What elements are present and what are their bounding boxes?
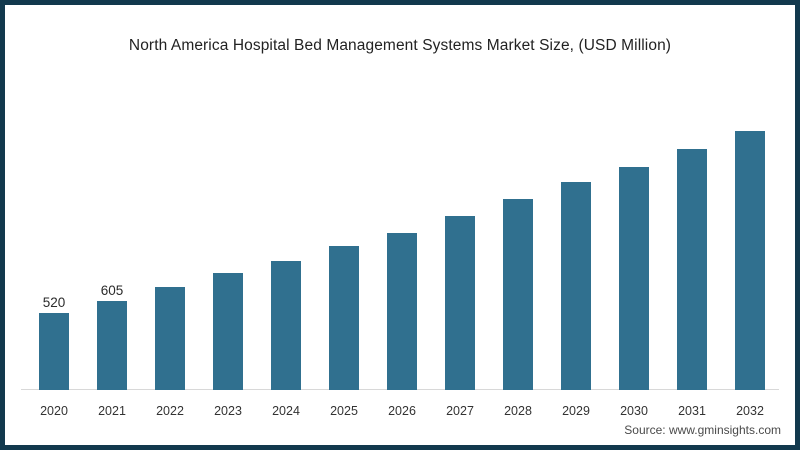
x-tick-2029: 2029 — [562, 404, 590, 418]
bar-2027 — [445, 216, 475, 390]
bar-column-2021: 605 — [83, 282, 141, 390]
x-tick-2028: 2028 — [504, 404, 532, 418]
x-tick-2027: 2027 — [446, 404, 474, 418]
bar-column-2022 — [141, 287, 199, 390]
bar-2020 — [39, 313, 69, 390]
bar-column-2030 — [605, 167, 663, 390]
bar-column-2029 — [547, 182, 605, 390]
chart-title: North America Hospital Bed Management Sy… — [128, 37, 672, 54]
bar-column-2032 — [721, 131, 779, 390]
x-tick-2026: 2026 — [388, 404, 416, 418]
x-tick-2030: 2030 — [620, 404, 648, 418]
x-tick-2024: 2024 — [272, 404, 300, 418]
bar-column-2024 — [257, 261, 315, 390]
bar-column-2031 — [663, 149, 721, 390]
bar-2032 — [735, 131, 765, 390]
x-tick-2021: 2021 — [98, 404, 126, 418]
bar-2031 — [677, 149, 707, 390]
bar-column-2026 — [373, 233, 431, 390]
x-tick-2020: 2020 — [40, 404, 68, 418]
bars-row: 520 605 — [25, 90, 779, 390]
x-tick-2022: 2022 — [156, 404, 184, 418]
bar-2025 — [329, 246, 359, 390]
source-credit: Source: www.gminsights.com — [620, 422, 785, 438]
bar-2021 — [97, 301, 127, 390]
x-ticks-row: 2020 2021 2022 2023 2024 2025 2026 2027 2028 2029… — [25, 404, 779, 418]
x-tick-2032: 2032 — [736, 404, 764, 418]
bar-2029 — [561, 182, 591, 390]
bar-column-2028 — [489, 199, 547, 390]
bar-2024 — [271, 261, 301, 390]
x-tick-2025: 2025 — [330, 404, 358, 418]
x-tick-2031: 2031 — [678, 404, 706, 418]
bar-2030 — [619, 167, 649, 390]
bar-column-2027 — [431, 216, 489, 390]
bar-column-2020: 520 — [25, 294, 83, 390]
x-tick-2023: 2023 — [214, 404, 242, 418]
value-label-2021: 605 — [100, 282, 124, 298]
bar-2023 — [213, 273, 243, 390]
bar-2028 — [503, 199, 533, 390]
value-label-2020: 520 — [42, 294, 66, 310]
bar-column-2025 — [315, 246, 373, 390]
bar-2026 — [387, 233, 417, 390]
bar-column-2023 — [199, 273, 257, 390]
bar-2022 — [155, 287, 185, 390]
